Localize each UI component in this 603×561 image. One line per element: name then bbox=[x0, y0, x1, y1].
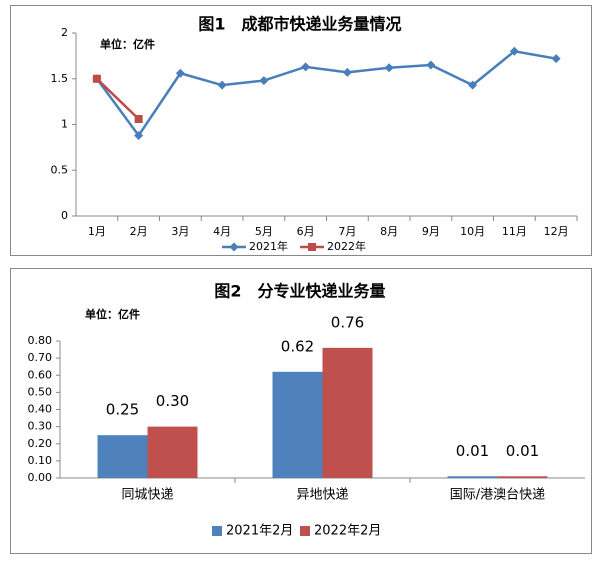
line bbox=[96, 77, 140, 120]
bar bbox=[447, 476, 498, 478]
unit-label: 单位：亿件 bbox=[100, 37, 155, 51]
point bbox=[301, 62, 311, 72]
legend-swatch bbox=[212, 526, 222, 536]
legend-label: 2022年2月 bbox=[314, 524, 381, 539]
y-tick-label: 0.10 bbox=[28, 454, 53, 467]
y-tick-label: 2 bbox=[61, 26, 68, 39]
point bbox=[134, 115, 143, 124]
value-label: 0.01 bbox=[506, 442, 539, 460]
unit-label: 单位：亿件 bbox=[85, 307, 140, 321]
y-tick-label: 1.5 bbox=[51, 72, 69, 85]
x-tick-label: 8月 bbox=[380, 225, 398, 238]
value-label: 0.30 bbox=[156, 392, 189, 410]
y-tick-label: 0.60 bbox=[28, 368, 53, 381]
y-tick-label: 0.00 bbox=[28, 471, 53, 484]
value-label: 0.01 bbox=[456, 442, 489, 460]
y-tick-label: 0.70 bbox=[28, 351, 53, 364]
y-tick-label: 0.80 bbox=[28, 334, 53, 347]
x-tick-label: 5月 bbox=[255, 225, 273, 238]
point bbox=[551, 54, 561, 64]
x-tick-label: 异地快递 bbox=[296, 488, 348, 503]
bar bbox=[272, 371, 323, 478]
y-tick-label: 1 bbox=[61, 118, 68, 131]
value-label: 0.62 bbox=[281, 337, 314, 355]
bar bbox=[97, 435, 148, 478]
x-tick-label: 9月 bbox=[422, 225, 440, 238]
point bbox=[134, 130, 144, 140]
point bbox=[217, 80, 227, 90]
legend-label: 2022年 bbox=[327, 239, 366, 253]
point bbox=[426, 60, 436, 70]
value-label: 0.76 bbox=[331, 313, 364, 331]
bar bbox=[147, 426, 198, 478]
y-tick-label: 0.20 bbox=[28, 437, 53, 450]
legend-marker bbox=[229, 242, 239, 252]
bar bbox=[497, 476, 548, 478]
chart-frame bbox=[10, 5, 592, 256]
y-tick-label: 0 bbox=[61, 209, 68, 222]
x-tick-label: 同城快递 bbox=[121, 488, 173, 503]
point bbox=[509, 46, 519, 56]
chart-title: 图1 成都市快递业务量情况 bbox=[198, 15, 401, 34]
point bbox=[384, 63, 394, 73]
x-tick-label: 10月 bbox=[460, 225, 485, 238]
x-tick-label: 4月 bbox=[213, 225, 231, 238]
y-tick-label: 0.5 bbox=[51, 163, 69, 176]
x-tick-label: 2月 bbox=[130, 225, 148, 238]
x-tick-label: 11月 bbox=[502, 225, 527, 238]
y-tick-label: 0.40 bbox=[28, 403, 53, 416]
bar bbox=[322, 347, 373, 478]
x-tick-label: 7月 bbox=[338, 225, 356, 238]
x-tick-label: 1月 bbox=[88, 225, 106, 238]
legend-marker bbox=[308, 243, 316, 251]
legend-swatch bbox=[300, 526, 310, 536]
legend-label: 2021年2月 bbox=[226, 524, 293, 539]
value-label: 0.25 bbox=[106, 401, 139, 419]
point bbox=[259, 76, 269, 86]
y-tick-label: 0.30 bbox=[28, 420, 53, 433]
point bbox=[468, 80, 478, 90]
y-tick-label: 0.50 bbox=[28, 385, 53, 398]
point bbox=[175, 68, 185, 78]
chart-title: 图2 分专业快递业务量 bbox=[214, 282, 385, 301]
x-tick-label: 3月 bbox=[171, 225, 189, 238]
x-tick-label: 12月 bbox=[544, 225, 569, 238]
line bbox=[95, 49, 557, 138]
x-tick-label: 6月 bbox=[297, 225, 315, 238]
legend-label: 2021年 bbox=[249, 239, 288, 253]
x-tick-label: 国际/港澳台快递 bbox=[450, 487, 545, 503]
point bbox=[92, 74, 101, 83]
point bbox=[342, 67, 352, 77]
